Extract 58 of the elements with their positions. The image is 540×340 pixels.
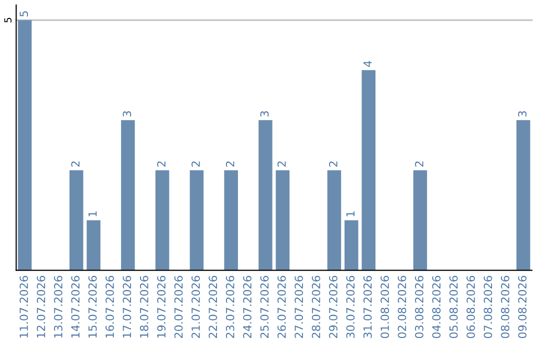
data-label: 2 bbox=[71, 161, 80, 167]
bar bbox=[190, 170, 204, 270]
x-tick-label: 08.08.2026 bbox=[500, 276, 510, 338]
x-tick-label: 14.07.2026 bbox=[71, 276, 80, 338]
x-tick-label: 25.07.2026 bbox=[260, 276, 269, 338]
x-tick-label: 09.08.2026 bbox=[518, 276, 527, 338]
x-tick-label: 05.08.2026 bbox=[449, 276, 458, 338]
x-tick-label: 12.07.2026 bbox=[36, 276, 46, 338]
x-tick-label: 21.07.2026 bbox=[192, 276, 200, 338]
data-label: 1 bbox=[88, 211, 97, 216]
x-tick-label: 03.08.2026 bbox=[414, 276, 424, 338]
x-tick-label: 17.07.2026 bbox=[122, 276, 132, 338]
x-tick-label: 28.07.2026 bbox=[312, 276, 320, 338]
bar bbox=[344, 220, 358, 270]
x-tick-label: 07.08.2026 bbox=[484, 276, 492, 338]
data-label: 2 bbox=[226, 161, 234, 167]
x-tick-label: 19.07.2026 bbox=[157, 276, 166, 338]
x-tick-label: 22.07.2026 bbox=[208, 276, 218, 338]
x-tick-label: 23.07.2026 bbox=[226, 276, 234, 338]
x-tick-label: 27.07.2026 bbox=[294, 276, 304, 338]
x-tick-label: 11.07.2026 bbox=[20, 276, 28, 338]
x-tick-label: 20.07.2026 bbox=[174, 276, 183, 338]
bar bbox=[86, 220, 100, 270]
bar bbox=[413, 170, 428, 270]
data-label: 2 bbox=[329, 161, 338, 167]
data-label: 2 bbox=[157, 161, 166, 167]
data-label: 3 bbox=[122, 111, 132, 117]
x-tick-label: 15.07.2026 bbox=[88, 276, 97, 338]
data-label: 2 bbox=[277, 161, 286, 167]
x-tick-label: 26.07.2026 bbox=[277, 276, 286, 338]
data-label: 4 bbox=[364, 60, 372, 67]
x-tick-label: 29.07.2026 bbox=[329, 276, 338, 338]
x-tick-label: 04.08.2026 bbox=[432, 276, 441, 338]
x-tick-label: 16.07.2026 bbox=[106, 276, 114, 338]
data-label: 2 bbox=[192, 161, 200, 167]
x-tick-label: 13.07.2026 bbox=[54, 276, 62, 338]
bar bbox=[362, 70, 376, 270]
data-label: 1 bbox=[346, 211, 354, 216]
bar bbox=[327, 170, 342, 270]
bar bbox=[516, 120, 530, 270]
data-label: 3 bbox=[260, 111, 269, 117]
bar bbox=[18, 20, 32, 270]
bar bbox=[155, 170, 170, 270]
x-tick-label: 31.07.2026 bbox=[363, 276, 372, 338]
x-tick-label: 24.07.2026 bbox=[243, 276, 252, 338]
bar bbox=[121, 120, 135, 270]
x-tick-label: 01.08.2026 bbox=[380, 276, 390, 338]
x-tick-label: 06.08.2026 bbox=[466, 276, 475, 338]
data-label: 2 bbox=[414, 161, 424, 167]
x-tick-label: 02.08.2026 bbox=[398, 276, 406, 338]
data-label: 3 bbox=[518, 111, 527, 117]
data-label: 5 bbox=[20, 11, 28, 16]
bar bbox=[258, 120, 272, 270]
bar bbox=[276, 170, 290, 270]
x-tick-label: 30.07.2026 bbox=[346, 276, 355, 338]
x-tick-label: 18.07.2026 bbox=[140, 276, 148, 338]
bar bbox=[224, 170, 238, 270]
bar bbox=[69, 170, 84, 270]
